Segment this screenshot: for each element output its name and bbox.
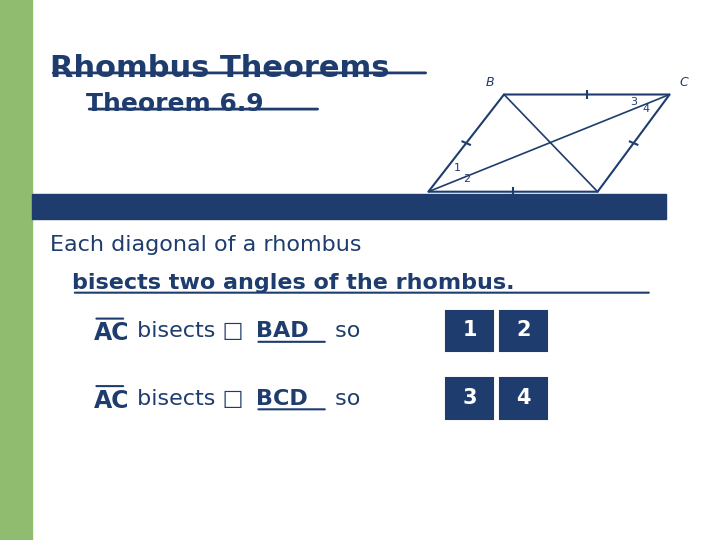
Text: Theorem 6.9: Theorem 6.9 (86, 92, 264, 116)
Text: Rhombus Theorems: Rhombus Theorems (50, 54, 390, 83)
Text: 4: 4 (642, 104, 649, 114)
Bar (446, 310, 493, 351)
Text: 3: 3 (462, 388, 477, 408)
Text: B: B (485, 76, 494, 90)
Text: 3: 3 (630, 97, 637, 107)
Text: 1: 1 (454, 163, 461, 173)
Bar (500, 378, 547, 419)
Text: D: D (607, 198, 617, 211)
Bar (500, 310, 547, 351)
Text: bisects □: bisects □ (130, 389, 243, 409)
Text: A: A (410, 198, 418, 211)
Bar (0, 0, 32, 540)
Text: 2: 2 (516, 320, 531, 341)
Bar (32, 194, 666, 219)
Text: 4: 4 (516, 388, 531, 408)
Text: 2: 2 (463, 174, 470, 184)
Text: AC: AC (94, 321, 129, 345)
Text: Each diagonal of a rhombus: Each diagonal of a rhombus (50, 235, 362, 255)
Bar (446, 378, 493, 419)
Text: AC: AC (94, 389, 129, 413)
Text: BAD: BAD (256, 321, 308, 341)
Text: so: so (328, 389, 360, 409)
Text: so: so (328, 321, 360, 341)
Text: C: C (680, 76, 688, 90)
Text: 1: 1 (462, 320, 477, 341)
Text: bisects □: bisects □ (130, 321, 243, 341)
Text: BCD: BCD (256, 389, 307, 409)
Text: bisects two angles of the rhombus.: bisects two angles of the rhombus. (72, 273, 515, 293)
